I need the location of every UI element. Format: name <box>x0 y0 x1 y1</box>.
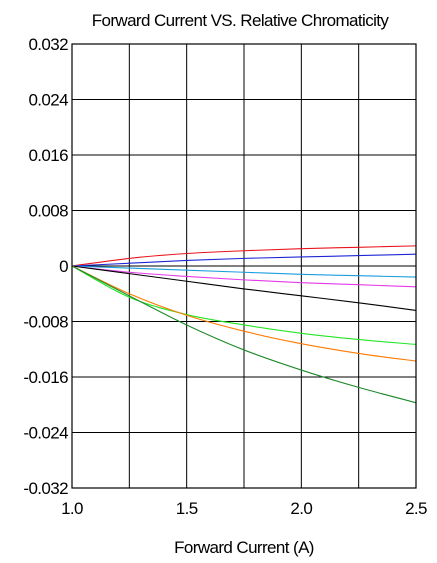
y-tick-label: 0.008 <box>28 202 68 221</box>
x-tick-label: 2.0 <box>290 499 312 518</box>
y-tick-label: 0.032 <box>28 35 68 54</box>
x-tick-label: 1.0 <box>61 499 83 518</box>
series-line-2 <box>71 253 417 267</box>
y-tick-label: 0 <box>59 257 68 276</box>
series-line-8 <box>71 265 417 404</box>
y-axis-ticks: 0.032 0.024 0.016 0.008 0 -0.008 -0.016 -0.024 -… <box>23 35 68 498</box>
y-tick-label: 0.016 <box>28 146 68 165</box>
series-line-1 <box>71 245 417 267</box>
series-line-3 <box>71 265 417 278</box>
y-tick-label: -0.016 <box>23 368 68 387</box>
chart-title: Forward Current VS. Relative Chromaticit… <box>92 11 390 30</box>
series-line-6 <box>71 265 417 345</box>
series-line-7 <box>71 265 417 362</box>
y-tick-label: -0.032 <box>23 479 68 498</box>
plot-frame <box>71 43 417 489</box>
grid <box>72 44 416 488</box>
series-line-4 <box>71 265 417 288</box>
x-tick-label: 1.5 <box>176 499 198 518</box>
series-line-5 <box>71 265 417 311</box>
x-axis-label: Forward Current (A) <box>174 538 314 557</box>
x-tick-label: 2.5 <box>405 499 427 518</box>
y-tick-label: -0.024 <box>23 424 68 443</box>
x-axis-ticks: 1.0 1.5 2.0 2.5 <box>61 499 428 518</box>
y-tick-label: -0.008 <box>23 313 68 332</box>
series-lines <box>71 245 417 404</box>
y-tick-label: 0.024 <box>28 91 68 110</box>
